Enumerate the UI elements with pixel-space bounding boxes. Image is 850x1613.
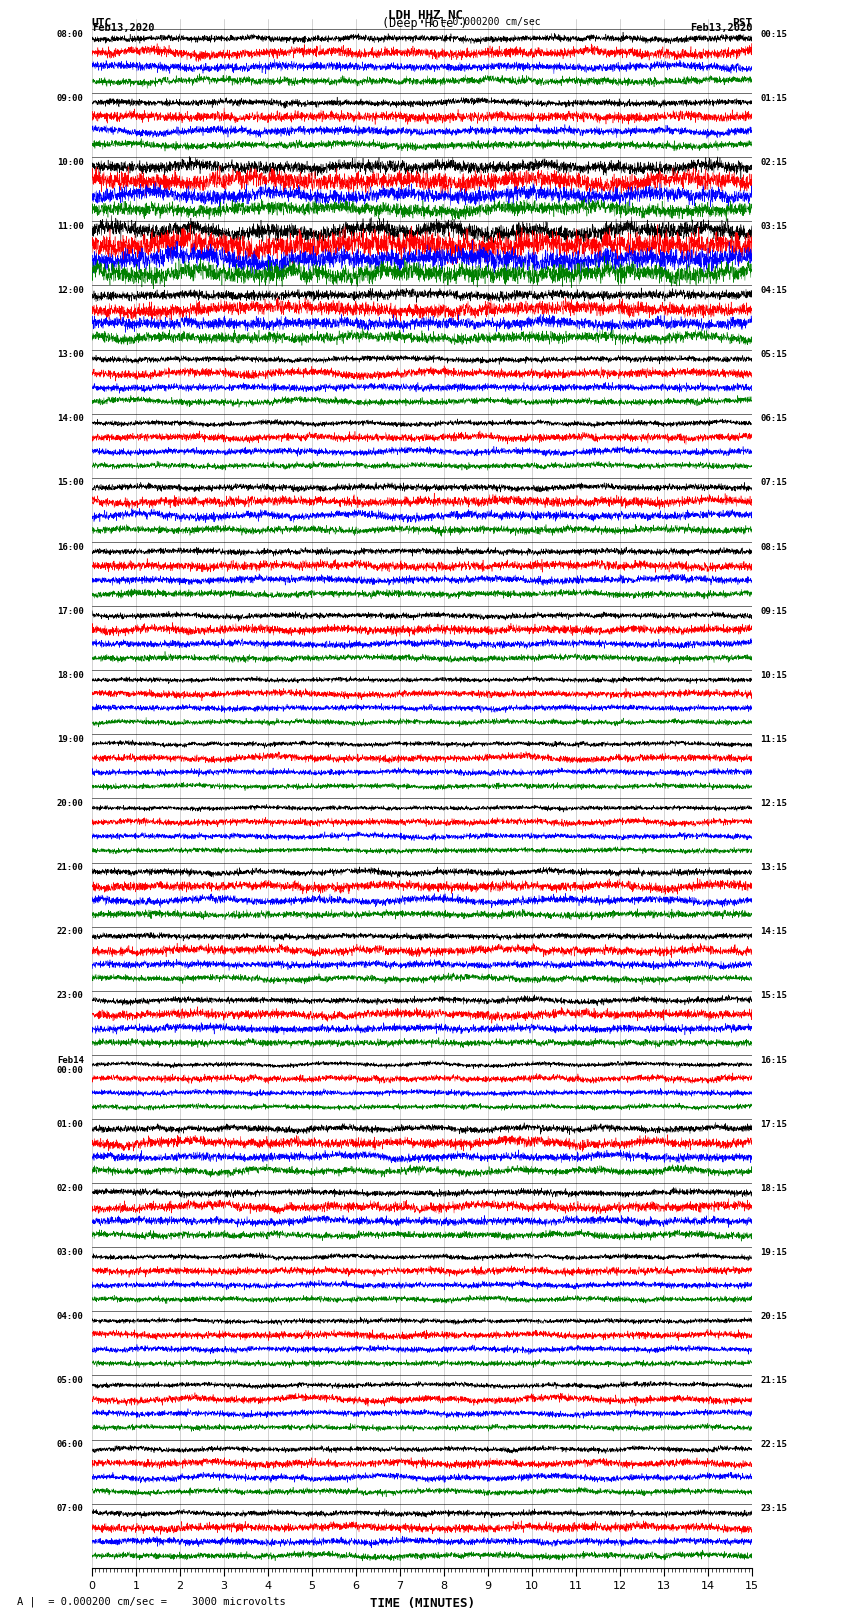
Text: 12:15: 12:15: [760, 798, 787, 808]
Text: 09:15: 09:15: [760, 606, 787, 616]
Text: 14:15: 14:15: [760, 927, 787, 936]
Text: 11:00: 11:00: [57, 223, 84, 231]
Text: 08:00: 08:00: [57, 29, 84, 39]
Text: 10:00: 10:00: [57, 158, 84, 166]
Text: 18:15: 18:15: [760, 1184, 787, 1192]
Text: 11:15: 11:15: [760, 736, 787, 744]
Text: 16:00: 16:00: [57, 542, 84, 552]
Text: 10:15: 10:15: [760, 671, 787, 679]
Text: 18:00: 18:00: [57, 671, 84, 679]
Text: 02:00: 02:00: [57, 1184, 84, 1192]
Text: 17:00: 17:00: [57, 606, 84, 616]
Text: 14:00: 14:00: [57, 415, 84, 423]
Text: 15:15: 15:15: [760, 992, 787, 1000]
Text: 06:15: 06:15: [760, 415, 787, 423]
Text: 04:15: 04:15: [760, 286, 787, 295]
Text: 05:15: 05:15: [760, 350, 787, 360]
Text: PST: PST: [732, 18, 752, 27]
Text: A |  = 0.000200 cm/sec =    3000 microvolts: A | = 0.000200 cm/sec = 3000 microvolts: [17, 1595, 286, 1607]
Text: 01:00: 01:00: [57, 1119, 84, 1129]
Text: 13:00: 13:00: [57, 350, 84, 360]
Text: 00:15: 00:15: [760, 29, 787, 39]
Text: I = 0.000200 cm/sec: I = 0.000200 cm/sec: [428, 16, 541, 26]
Text: 07:15: 07:15: [760, 479, 787, 487]
X-axis label: TIME (MINUTES): TIME (MINUTES): [370, 1597, 474, 1610]
Text: Feb13,2020: Feb13,2020: [689, 24, 752, 34]
Text: 04:00: 04:00: [57, 1311, 84, 1321]
Text: 06:00: 06:00: [57, 1440, 84, 1448]
Text: 16:15: 16:15: [760, 1055, 787, 1065]
Text: 19:00: 19:00: [57, 736, 84, 744]
Text: 17:15: 17:15: [760, 1119, 787, 1129]
Text: 21:15: 21:15: [760, 1376, 787, 1386]
Text: 07:00: 07:00: [57, 1505, 84, 1513]
Text: 13:15: 13:15: [760, 863, 787, 873]
Text: 08:15: 08:15: [760, 542, 787, 552]
Text: 22:00: 22:00: [57, 927, 84, 936]
Text: 02:15: 02:15: [760, 158, 787, 166]
Text: 09:00: 09:00: [57, 94, 84, 103]
Text: 01:15: 01:15: [760, 94, 787, 103]
Text: 03:15: 03:15: [760, 223, 787, 231]
Text: 21:00: 21:00: [57, 863, 84, 873]
Text: 20:00: 20:00: [57, 798, 84, 808]
Text: Feb13,2020: Feb13,2020: [92, 24, 155, 34]
Text: 23:15: 23:15: [760, 1505, 787, 1513]
Text: 05:00: 05:00: [57, 1376, 84, 1386]
Text: Feb14
00:00: Feb14 00:00: [57, 1055, 84, 1074]
Text: 03:00: 03:00: [57, 1248, 84, 1257]
Text: 15:00: 15:00: [57, 479, 84, 487]
Text: (Deep Hole ): (Deep Hole ): [382, 18, 468, 31]
Text: 19:15: 19:15: [760, 1248, 787, 1257]
Text: 20:15: 20:15: [760, 1311, 787, 1321]
Text: 12:00: 12:00: [57, 286, 84, 295]
Text: 22:15: 22:15: [760, 1440, 787, 1448]
Text: 23:00: 23:00: [57, 992, 84, 1000]
Text: UTC: UTC: [92, 18, 112, 27]
Text: LDH HHZ NC: LDH HHZ NC: [388, 10, 462, 23]
